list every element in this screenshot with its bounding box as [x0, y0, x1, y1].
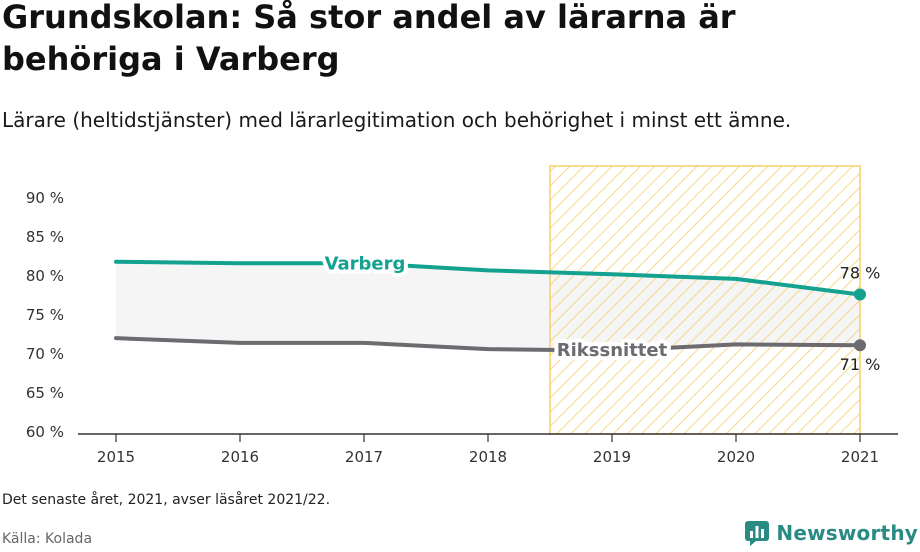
series-label-varberg: Varberg [325, 253, 406, 274]
x-tick-label: 2019 [593, 448, 631, 466]
x-tick-label: 2018 [469, 448, 507, 466]
y-tick-label: 75 % [26, 306, 64, 324]
end-value-label-varberg: 78 % [840, 264, 881, 283]
x-tick-label: 2015 [97, 448, 135, 466]
line-chart: 60 % 65 % 70 % 75 % 80 % 85 % 90 % 2015 2016 2017… [26, 165, 898, 466]
brand-name: Newsworthy [776, 521, 918, 545]
x-tick-label: 2016 [221, 448, 259, 466]
y-tick-label: 80 % [26, 267, 64, 285]
highlight-period [549, 165, 861, 435]
newsworthy-logo-icon [745, 521, 770, 546]
y-tick-label: 85 % [26, 228, 64, 246]
x-tick-label: 2021 [841, 448, 879, 466]
x-tick-label: 2017 [345, 448, 383, 466]
series-end-marker-varberg [854, 288, 866, 301]
y-tick-label: 60 % [26, 423, 64, 441]
brand-logo: Newsworthy [744, 520, 918, 546]
y-tick-label: 70 % [26, 345, 64, 363]
series-line-varberg [114, 259, 862, 297]
chart-note: Det senaste året, 2021, avser läsåret 20… [2, 492, 331, 508]
end-value-label-riks: 71 % [840, 355, 881, 374]
y-tick-label: 90 % [26, 189, 64, 207]
x-tick-label: 2020 [717, 448, 755, 466]
chart-source: Källa: Kolada [2, 531, 93, 547]
series-label-riks: Rikssnittet [557, 340, 668, 361]
y-tick-label: 65 % [26, 384, 64, 402]
chart-subtitle: Lärare (heltidstjänster) med lärarlegiti… [2, 108, 792, 132]
chart-title: Grundskolan: Så stor andel av lärarna är… [2, 0, 736, 78]
series-end-marker-riks [854, 339, 866, 352]
series-line-riks [114, 336, 862, 353]
